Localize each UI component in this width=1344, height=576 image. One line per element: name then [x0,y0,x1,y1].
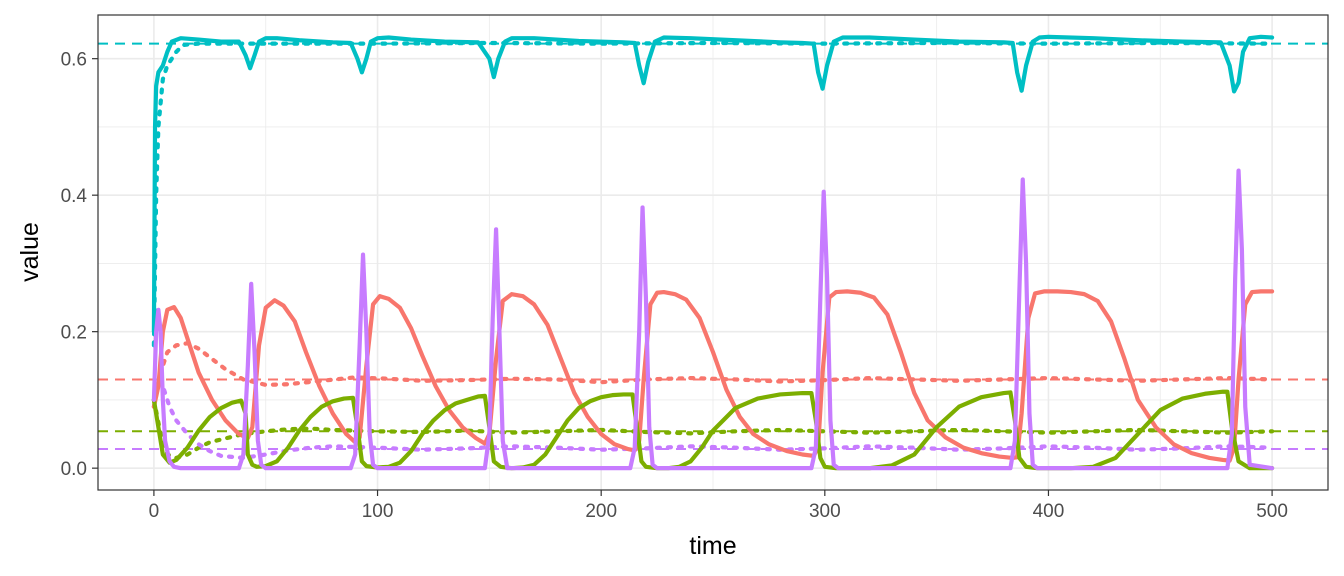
series-cyan-solid-line [151,34,1275,334]
axes: 0 100 200 300 400 500 0.0 0.2 0.4 0.6 [61,50,1288,522]
y-tick-label: 0.0 [61,459,87,480]
x-axis-title: time [689,532,736,560]
series-red-dotted-line [151,341,1275,409]
x-tick-label: 500 [1256,501,1288,522]
series-purple-solid-line [151,168,1275,471]
plot-panel-border [97,14,1329,491]
series-green-dotted-line [151,397,1275,461]
y-tick-label: 0.6 [61,50,87,71]
x-tick-label: 300 [809,501,841,522]
x-tick-label: 100 [362,501,394,522]
y-axis-title: value [16,222,44,282]
x-tick-label: 400 [1033,501,1065,522]
series-layer [98,34,1328,471]
y-tick-label: 0.2 [61,323,87,344]
series-red-solid-line [151,289,1275,463]
series-green-solid-line [151,389,1275,471]
x-tick-label: 200 [585,501,617,522]
x-tick-label: 0 [149,501,160,522]
y-tick-label: 0.4 [61,186,88,207]
